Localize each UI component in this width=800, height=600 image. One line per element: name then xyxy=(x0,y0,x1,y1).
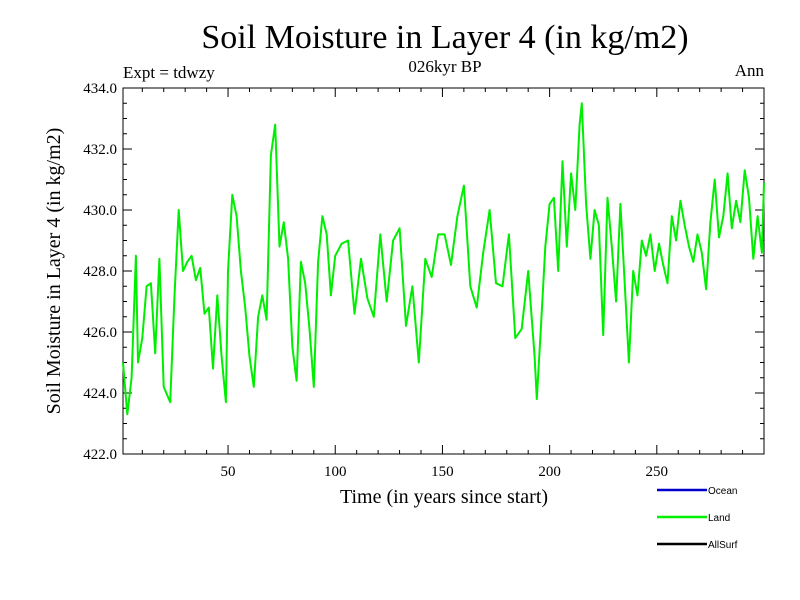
chart-title: Soil Moisture in Layer 4 (in kg/m2) xyxy=(201,19,688,56)
x-tick-label: 50 xyxy=(221,464,236,480)
x-tick-label: 150 xyxy=(431,464,454,480)
y-tick-label: 430.0 xyxy=(83,203,117,219)
x-tick-label: 250 xyxy=(646,464,669,480)
y-tick-label: 422.0 xyxy=(83,447,117,463)
season-label: Ann xyxy=(735,61,765,80)
x-tick-label: 100 xyxy=(324,464,347,480)
y-tick-label: 428.0 xyxy=(83,264,117,280)
x-tick-label: 200 xyxy=(538,464,561,480)
legend-label-ocean: Ocean xyxy=(708,486,737,497)
y-tick-labels: 422.0 424.0 426.0 428.0 430.0 432.0 434.0 xyxy=(83,81,117,463)
series-layer xyxy=(122,102,765,416)
series-line-land xyxy=(122,102,765,416)
legend-label-land: Land xyxy=(708,513,730,524)
chart-subtitle: 026kyr BP xyxy=(408,57,481,76)
y-tick-label: 424.0 xyxy=(83,386,117,402)
legend: Ocean Land AllSurf xyxy=(657,486,738,551)
x-axis-label: Time (in years since start) xyxy=(340,486,548,508)
experiment-label: Expt = tdwzy xyxy=(123,63,215,82)
y-axis-label: Soil Moisture in Layer 4 (in kg/m2) xyxy=(43,128,65,415)
axis-ticks xyxy=(123,87,764,455)
legend-label-allsurf: AllSurf xyxy=(708,540,738,551)
x-tick-labels: 50 100 150 200 250 xyxy=(221,464,669,480)
y-tick-label: 426.0 xyxy=(83,325,117,341)
y-tick-label: 432.0 xyxy=(83,142,117,158)
y-tick-label: 434.0 xyxy=(83,81,117,97)
